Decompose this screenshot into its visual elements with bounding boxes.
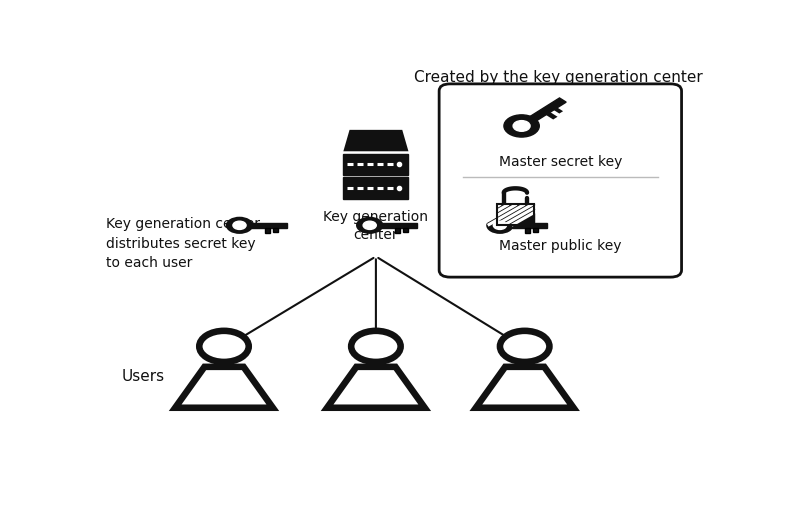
Polygon shape — [175, 367, 273, 408]
FancyBboxPatch shape — [534, 228, 538, 232]
FancyBboxPatch shape — [273, 228, 278, 232]
Circle shape — [356, 217, 383, 234]
FancyBboxPatch shape — [343, 178, 409, 199]
Text: Master secret key: Master secret key — [498, 155, 622, 169]
Circle shape — [199, 331, 249, 362]
Circle shape — [486, 217, 514, 234]
FancyBboxPatch shape — [265, 228, 270, 234]
Text: Users: Users — [122, 368, 165, 383]
FancyBboxPatch shape — [382, 223, 417, 228]
FancyBboxPatch shape — [511, 223, 547, 228]
Circle shape — [504, 116, 539, 138]
Text: Created by the key generation center: Created by the key generation center — [414, 70, 703, 85]
FancyBboxPatch shape — [343, 155, 409, 176]
Circle shape — [226, 217, 253, 234]
Polygon shape — [327, 367, 425, 408]
Text: Master public key: Master public key — [499, 238, 622, 252]
FancyBboxPatch shape — [439, 85, 682, 278]
Circle shape — [233, 222, 246, 230]
Polygon shape — [554, 109, 563, 114]
Circle shape — [363, 222, 376, 230]
Text: Key generation center
distributes secret key
to each user: Key generation center distributes secret… — [106, 217, 260, 270]
FancyBboxPatch shape — [525, 228, 530, 234]
Circle shape — [351, 331, 401, 362]
Polygon shape — [546, 113, 558, 120]
Polygon shape — [528, 99, 566, 123]
FancyBboxPatch shape — [498, 205, 534, 226]
FancyBboxPatch shape — [251, 223, 286, 228]
Circle shape — [500, 331, 550, 362]
Circle shape — [513, 121, 530, 132]
FancyBboxPatch shape — [403, 228, 408, 232]
Circle shape — [494, 222, 506, 230]
FancyBboxPatch shape — [394, 228, 400, 234]
Text: Key generation
center: Key generation center — [323, 209, 429, 241]
Polygon shape — [476, 367, 574, 408]
Polygon shape — [343, 131, 409, 152]
